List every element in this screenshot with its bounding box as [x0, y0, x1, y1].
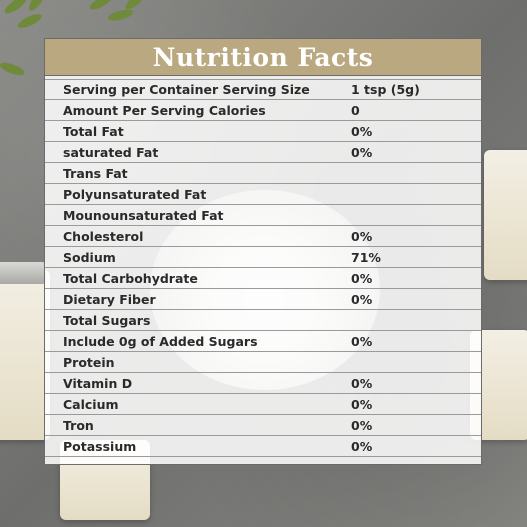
- nutrient-value: 0%: [351, 144, 373, 160]
- nutrient-label: Tron: [63, 417, 94, 433]
- nutrient-label: Serving per Container Serving Size: [63, 82, 310, 97]
- nutrient-value: 0%: [351, 417, 373, 433]
- nutrient-label: Trans Fat: [63, 165, 128, 181]
- nutrient-value: 0%: [351, 270, 373, 286]
- nutrition-row: Amount Per Serving Calories 0: [45, 100, 481, 121]
- nutrition-row: Cholesterol 0%: [45, 226, 481, 247]
- nutrient-label: Total Fat: [63, 123, 124, 139]
- nutrient-label: Calcium: [63, 396, 119, 412]
- nutrition-facts-panel: Nutrition Facts Serving per Container Se…: [44, 38, 482, 465]
- nutrition-row: Polyunsaturated Fat: [45, 184, 481, 205]
- nutrient-value: 1 tsp (5g): [351, 82, 420, 97]
- nutrient-value: 0%: [351, 291, 373, 307]
- nutrition-row: Total Carbohydrate 0%: [45, 268, 481, 289]
- nutrition-row: Total Sugars: [45, 310, 481, 331]
- nutrient-label: saturated Fat: [63, 144, 159, 160]
- nutrient-value: 0: [351, 102, 360, 118]
- nutrition-row: Mounounsaturated Fat: [45, 205, 481, 226]
- nutrition-row: Sodium 71%: [45, 247, 481, 268]
- nutrient-label: Protein: [63, 354, 115, 370]
- nutrient-label: Dietary Fiber: [63, 291, 156, 307]
- nutrient-label: Total Sugars: [63, 312, 151, 328]
- nutrient-value: 0%: [351, 438, 373, 454]
- salt-jar-right: [484, 150, 527, 280]
- nutrient-label: Amount Per Serving Calories: [63, 102, 266, 118]
- jar-lid-left: [0, 262, 46, 284]
- nutrient-label: Potassium: [63, 438, 137, 454]
- nutrition-row: Potassium 0%: [45, 436, 481, 457]
- nutrition-row: Dietary Fiber 0%: [45, 289, 481, 310]
- nutrition-row: Vitamin D 0%: [45, 373, 481, 394]
- nutrient-label: Sodium: [63, 249, 116, 265]
- nutrient-label: Include 0g of Added Sugars: [63, 333, 258, 349]
- nutrition-row: Tron 0%: [45, 415, 481, 436]
- nutrition-row: Serving per Container Serving Size 1 tsp …: [45, 79, 481, 100]
- nutrient-value: 0%: [351, 396, 373, 412]
- salt-jar-left: [0, 270, 50, 440]
- nutrient-value: 71%: [351, 249, 381, 265]
- nutrition-table: Serving per Container Serving Size 1 tsp …: [45, 79, 481, 457]
- nutrient-label: Polyunsaturated Fat: [63, 186, 207, 202]
- nutrition-row: Total Fat 0%: [45, 121, 481, 142]
- nutrient-value: 0%: [351, 375, 373, 391]
- nutrition-row: Protein: [45, 352, 481, 373]
- nutrient-value: 0%: [351, 333, 373, 349]
- nutrient-value: 0%: [351, 228, 373, 244]
- nutrition-row: saturated Fat 0%: [45, 142, 481, 163]
- nutrient-label: Mounounsaturated Fat: [63, 207, 224, 223]
- nutrition-row: Trans Fat: [45, 163, 481, 184]
- panel-title: Nutrition Facts: [152, 42, 374, 72]
- nutrition-row: Calcium 0%: [45, 394, 481, 415]
- nutrition-row: Include 0g of Added Sugars 0%: [45, 331, 481, 352]
- nutrient-value: 0%: [351, 123, 373, 139]
- nutrient-label: Total Carbohydrate: [63, 270, 198, 286]
- title-bar: Nutrition Facts: [45, 39, 481, 76]
- nutrient-label: Cholesterol: [63, 228, 144, 244]
- nutrient-label: Vitamin D: [63, 375, 133, 391]
